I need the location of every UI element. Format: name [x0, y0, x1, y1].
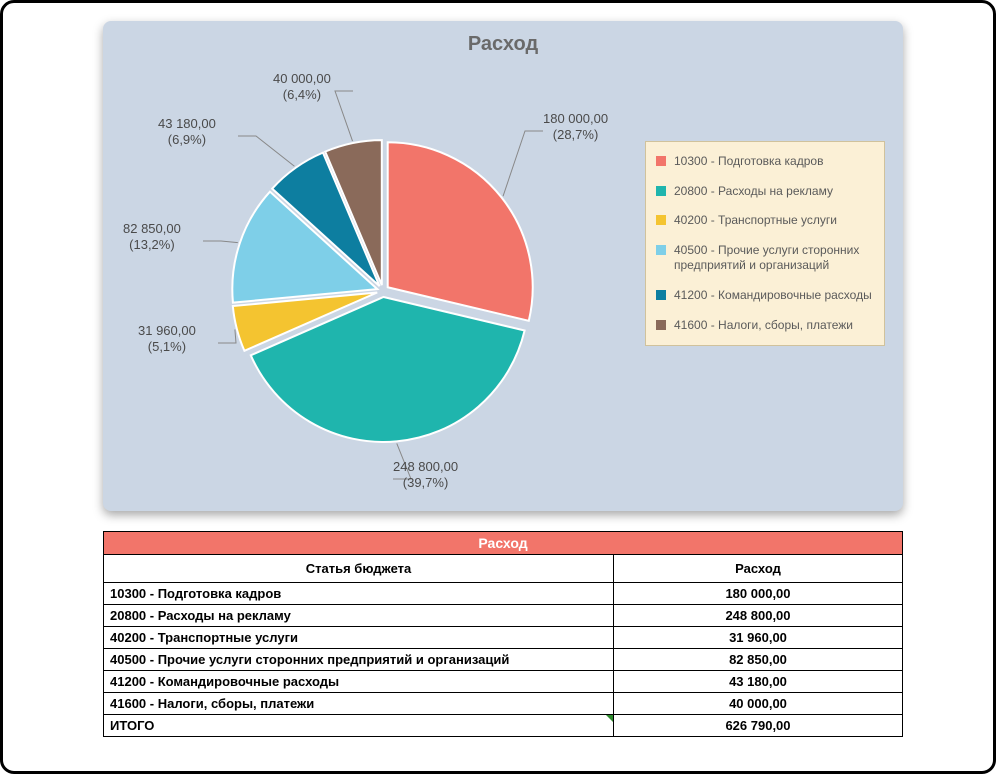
slice-value: 40 000,00	[273, 71, 331, 86]
table-row: 41200 - Командировочные расходы43 180,00	[104, 671, 903, 693]
legend-item: 20800 - Расходы на рекламу	[656, 184, 874, 200]
slice-label: 31 960,00(5,1%)	[138, 323, 196, 356]
slice-percent: (6,9%)	[168, 132, 206, 147]
table-row: 10300 - Подготовка кадров180 000,00	[104, 583, 903, 605]
cell-value: 43 180,00	[614, 671, 903, 693]
legend-swatch	[656, 290, 666, 300]
slice-value: 43 180,00	[158, 116, 216, 131]
table-row: 20800 - Расходы на рекламу248 800,00	[104, 605, 903, 627]
legend-swatch	[656, 320, 666, 330]
legend-item: 41600 - Налоги, сборы, платежи	[656, 318, 874, 334]
legend-swatch	[656, 245, 666, 255]
total-label: ИТОГО	[104, 715, 614, 737]
slice-percent: (13,2%)	[129, 237, 175, 252]
legend-item: 41200 - Командировочные расходы	[656, 288, 874, 304]
slice-value: 82 850,00	[123, 221, 181, 236]
legend-text: 40200 - Транспортные услуги	[674, 213, 874, 229]
slice-percent: (6,4%)	[283, 87, 321, 102]
slice-label: 43 180,00(6,9%)	[158, 116, 216, 149]
legend-swatch	[656, 156, 666, 166]
chart-legend: 10300 - Подготовка кадров 20800 - Расходы…	[645, 141, 885, 346]
report-frame: Расход 180 000,00(28,7%)248 800,00(39,7%…	[0, 0, 996, 774]
slice-percent: (5,1%)	[148, 339, 186, 354]
column-header-value: Расход	[614, 555, 903, 583]
legend-swatch	[656, 215, 666, 225]
leader-line	[218, 329, 236, 343]
table-row: 41600 - Налоги, сборы, платежи40 000,00	[104, 693, 903, 715]
slice-percent: (39,7%)	[403, 475, 449, 490]
cell-value: 82 850,00	[614, 649, 903, 671]
cell-name: 40200 - Транспортные услуги	[104, 627, 614, 649]
expense-table: Расход Статья бюджета Расход 10300 - Под…	[103, 531, 903, 737]
cell-value: 40 000,00	[614, 693, 903, 715]
legend-text: 41600 - Налоги, сборы, платежи	[674, 318, 874, 334]
total-value: 626 790,00	[614, 715, 903, 737]
legend-swatch	[656, 186, 666, 196]
slice-value: 180 000,00	[543, 111, 608, 126]
slice-value: 31 960,00	[138, 323, 196, 338]
legend-item: 10300 - Подготовка кадров	[656, 154, 874, 170]
slice-label: 180 000,00(28,7%)	[543, 111, 608, 144]
cell-name: 41200 - Командировочные расходы	[104, 671, 614, 693]
pie-chart	[103, 21, 663, 511]
slice-label: 82 850,00(13,2%)	[123, 221, 181, 254]
pie-chart-panel: Расход 180 000,00(28,7%)248 800,00(39,7%…	[103, 21, 903, 511]
legend-item: 40200 - Транспортные услуги	[656, 213, 874, 229]
table-total-row: ИТОГО626 790,00	[104, 715, 903, 737]
legend-text: 40500 - Прочие услуги сторонних предприя…	[674, 243, 874, 274]
table-row: 40500 - Прочие услуги сторонних предприя…	[104, 649, 903, 671]
cell-name: 10300 - Подготовка кадров	[104, 583, 614, 605]
leader-line	[503, 131, 543, 196]
legend-text: 10300 - Подготовка кадров	[674, 154, 874, 170]
cell-value: 31 960,00	[614, 627, 903, 649]
slice-percent: (28,7%)	[553, 127, 599, 142]
table-title-row: Расход	[104, 532, 903, 555]
leader-line	[335, 91, 353, 141]
table-title: Расход	[104, 532, 903, 555]
table-row: 40200 - Транспортные услуги31 960,00	[104, 627, 903, 649]
cell-value: 248 800,00	[614, 605, 903, 627]
leader-line	[203, 241, 238, 243]
cell-value: 180 000,00	[614, 583, 903, 605]
leader-line	[238, 136, 294, 166]
pie-slice	[388, 142, 533, 321]
slice-value: 248 800,00	[393, 459, 458, 474]
legend-text: 41200 - Командировочные расходы	[674, 288, 874, 304]
column-header-name: Статья бюджета	[104, 555, 614, 583]
table-header-row: Статья бюджета Расход	[104, 555, 903, 583]
cell-name: 40500 - Прочие услуги сторонних предприя…	[104, 649, 614, 671]
legend-item: 40500 - Прочие услуги сторонних предприя…	[656, 243, 874, 274]
cell-name: 41600 - Налоги, сборы, платежи	[104, 693, 614, 715]
slice-label: 248 800,00(39,7%)	[393, 459, 458, 492]
cell-name: 20800 - Расходы на рекламу	[104, 605, 614, 627]
slice-label: 40 000,00(6,4%)	[273, 71, 331, 104]
legend-text: 20800 - Расходы на рекламу	[674, 184, 874, 200]
